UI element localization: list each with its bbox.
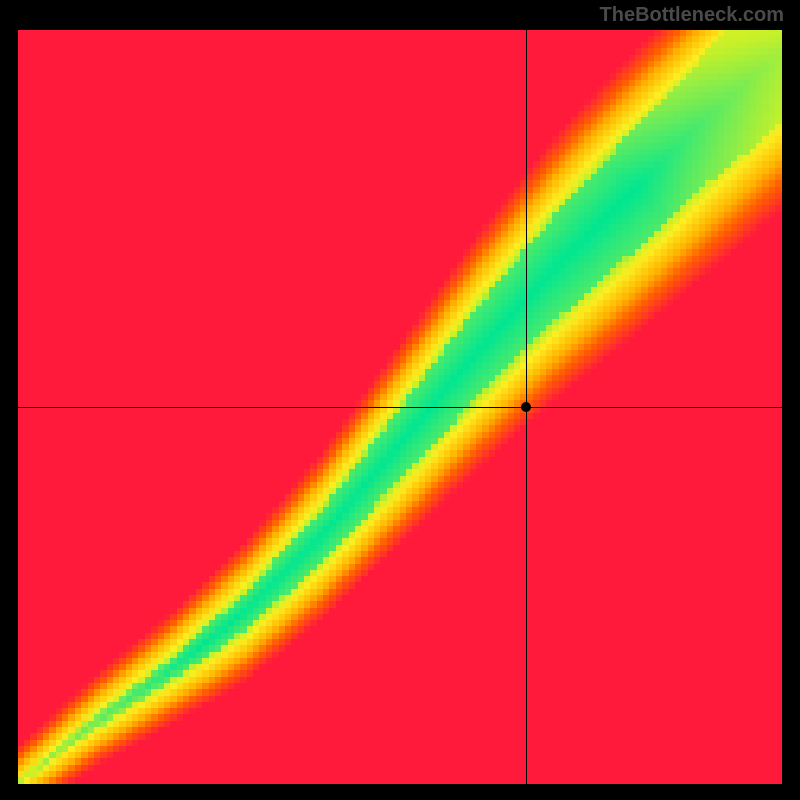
heatmap-plot-area	[18, 30, 782, 784]
watermark-text: TheBottleneck.com	[600, 4, 784, 27]
crosshair-marker	[521, 402, 531, 412]
crosshair-horizontal	[18, 407, 782, 408]
